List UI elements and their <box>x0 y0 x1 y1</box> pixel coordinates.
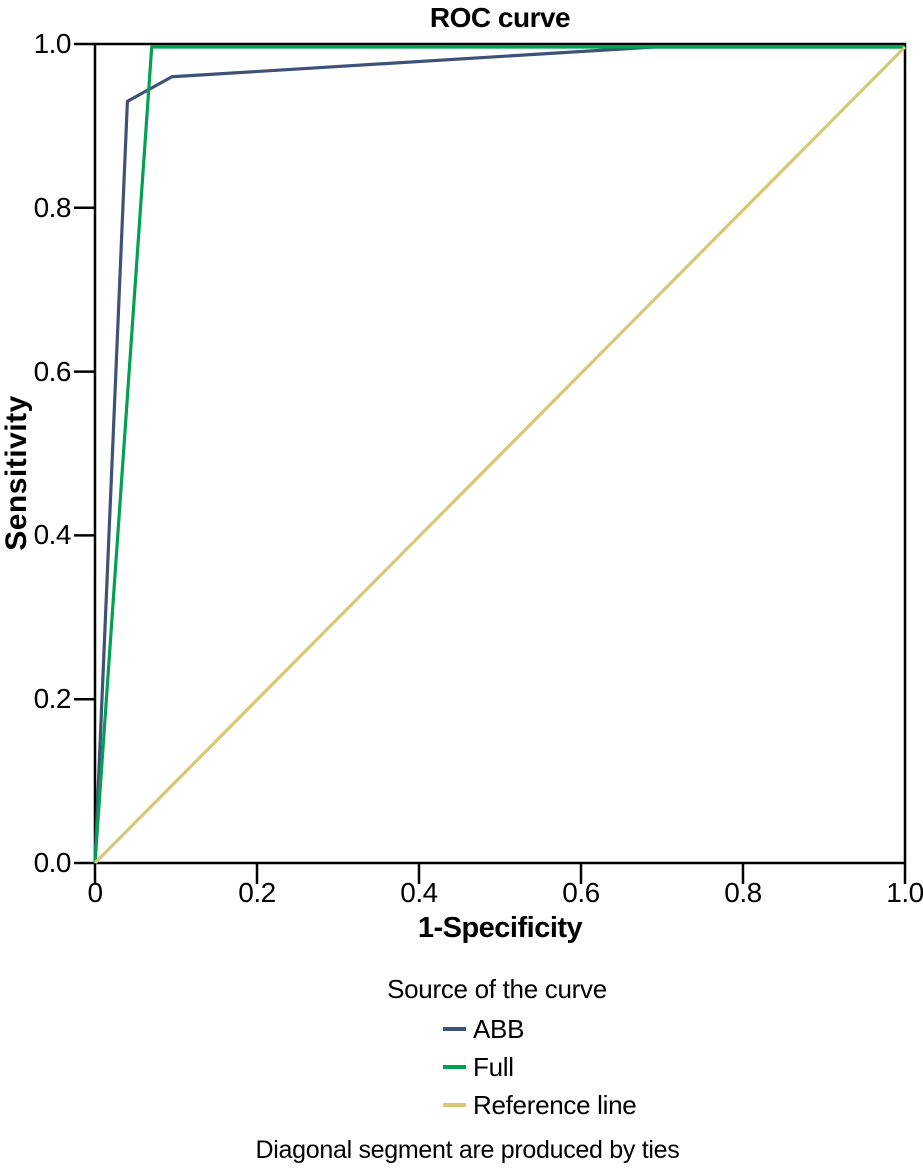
x-tick-label: 1.0 <box>886 877 923 908</box>
plot-border <box>93 42 907 865</box>
x-axis-label: 1-Specificity <box>417 912 583 944</box>
y-tick-label: 0.0 <box>33 847 72 878</box>
y-tick-label: 0.6 <box>33 355 72 387</box>
legend-item-label: Full <box>473 1051 514 1082</box>
x-tick-label: 0.4 <box>400 877 438 908</box>
legend: ABB Full Reference line <box>443 1010 637 1124</box>
y-tick-label: 1.0 <box>33 28 72 59</box>
x-tick-label: 0.8 <box>724 877 762 908</box>
footnote: Diagonal segment are produced by ties <box>255 1136 680 1164</box>
x-tick-label: 0.6 <box>562 877 600 908</box>
x-tick-label: 0 <box>87 877 103 908</box>
y-tick-label: 0.2 <box>33 683 72 715</box>
legend-title: Source of the curve <box>387 974 607 1004</box>
y-tick-label: 0.4 <box>33 519 72 551</box>
series-line-full <box>93 45 905 864</box>
legend-item-label: ABB <box>473 1013 525 1044</box>
legend-item-abb: ABB <box>443 1010 636 1048</box>
x-tick-label: 0.2 <box>238 877 276 908</box>
legend-item-label: Reference line <box>473 1089 637 1120</box>
legend-swatch-abb <box>443 1027 466 1031</box>
legend-swatch-full <box>443 1065 466 1069</box>
series-line-reference-line <box>93 45 907 865</box>
legend-item-full: Full <box>443 1048 636 1086</box>
legend-item-reference-line: Reference line <box>443 1086 637 1124</box>
legend-swatch-reference-line <box>443 1103 466 1107</box>
y-axis-label: Sensitivity <box>0 395 33 551</box>
chart-title: ROC curve <box>429 2 571 33</box>
y-tick-label: 0.8 <box>33 191 72 223</box>
